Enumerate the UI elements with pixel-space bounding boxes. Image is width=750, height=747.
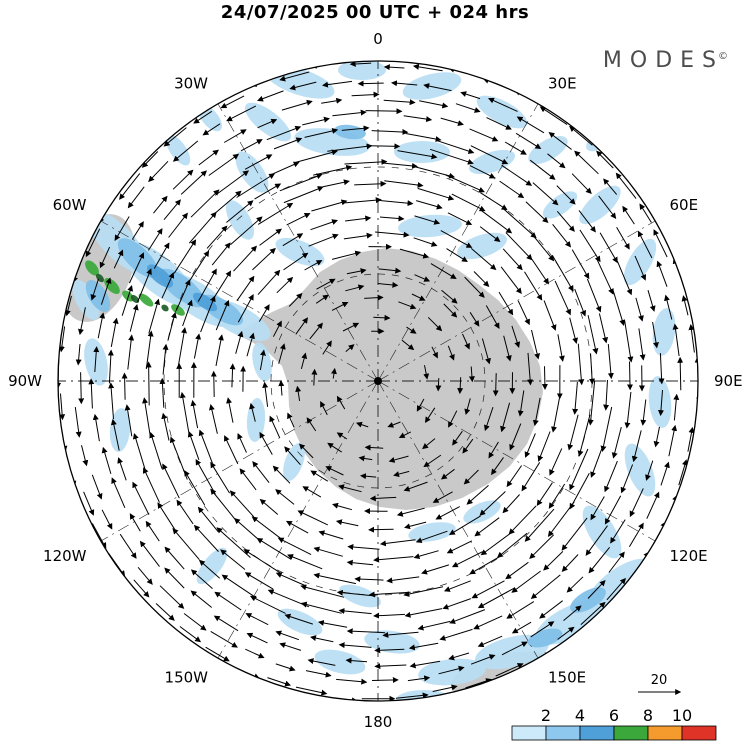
- precip-blob: [138, 293, 154, 307]
- colorbar-cell: [681, 725, 717, 741]
- colorbar-tick-label: 6: [609, 706, 619, 725]
- colorbar-legend: 2 4 6 8 10: [511, 706, 717, 741]
- precip-blob: [146, 264, 174, 288]
- map-interior: [58, 61, 698, 701]
- colorbar-tick-label: 10: [672, 706, 692, 725]
- precip-blob: [398, 214, 462, 238]
- precip-blob: [334, 124, 366, 140]
- precip-blob: [418, 658, 486, 686]
- meridian-line: [217, 380, 379, 659]
- meridian-label: 150E: [548, 669, 586, 687]
- precip-blob: [72, 280, 100, 320]
- meridian-label: 180: [364, 713, 393, 731]
- antarctica-landmass: [236, 248, 543, 510]
- meridian-label: 90W: [8, 372, 42, 390]
- precip-blob: [528, 136, 568, 164]
- meridian-line: [377, 103, 539, 382]
- precip-blob: [339, 584, 381, 608]
- modes-logo: MODES©: [603, 48, 728, 73]
- meridian-line: [377, 380, 656, 542]
- precip-blob: [171, 304, 185, 316]
- precip-blob: [408, 522, 456, 542]
- meridian-line: [100, 220, 379, 382]
- meridian-label: 150W: [165, 669, 209, 687]
- colorbar-cell: [647, 725, 683, 741]
- precip-blob: [394, 141, 450, 163]
- meridian-line: [377, 380, 539, 659]
- meridian-line: [217, 103, 379, 382]
- precip-blob: [244, 102, 292, 142]
- colorbar-tick-label: 8: [643, 706, 653, 725]
- colorbar-cell: [545, 725, 581, 741]
- meridian-labels: 0 30E 60E 90E 120E 150E 180 150W 120W 90W 60W 30W: [8, 30, 743, 731]
- precip-blob: [648, 376, 672, 428]
- meridian-label: 60E: [670, 196, 699, 214]
- precip-blob: [476, 95, 528, 129]
- precip-blob: [165, 134, 191, 166]
- land-patch: [610, 600, 640, 624]
- precip-blob: [130, 294, 140, 304]
- precip-blob: [161, 304, 169, 312]
- colorbar-cell: [579, 725, 615, 741]
- meridian-label: 60W: [53, 196, 87, 214]
- meridian-label: 120W: [43, 547, 87, 565]
- latitude-circle: [270, 273, 486, 489]
- precip-blob: [196, 547, 228, 585]
- copyright-icon: ©: [718, 50, 728, 62]
- precip-blob: [579, 185, 621, 225]
- map-boundary-circle: [57, 60, 699, 702]
- colorbar-tick-label: 4: [575, 706, 585, 725]
- colorbar-cell: [511, 725, 547, 741]
- colorbar-tick-label: 2: [541, 706, 551, 725]
- precip-blob: [314, 649, 366, 675]
- chart-title: 24/07/2025 00 UTC + 024 hrs: [220, 2, 530, 23]
- meridian-label: 0: [373, 30, 383, 48]
- precip-blob: [85, 260, 99, 276]
- meridian-label: 120E: [670, 547, 708, 565]
- colorbar-cell: [613, 725, 649, 741]
- meridian-label: 90E: [714, 372, 743, 390]
- precip-blob: [402, 72, 462, 100]
- precip-blob: [275, 237, 325, 267]
- south-pole-dot: [374, 377, 382, 385]
- meridian-line: [100, 380, 379, 542]
- reference-vector: 20: [638, 673, 682, 695]
- modes-logo-text: MODES: [602, 48, 724, 73]
- reference-vector-label: 20: [651, 673, 668, 688]
- precip-blob: [85, 280, 111, 312]
- meridian-label: 30E: [548, 75, 577, 93]
- meridian-label: 30W: [174, 75, 208, 93]
- precip-blob: [468, 149, 516, 175]
